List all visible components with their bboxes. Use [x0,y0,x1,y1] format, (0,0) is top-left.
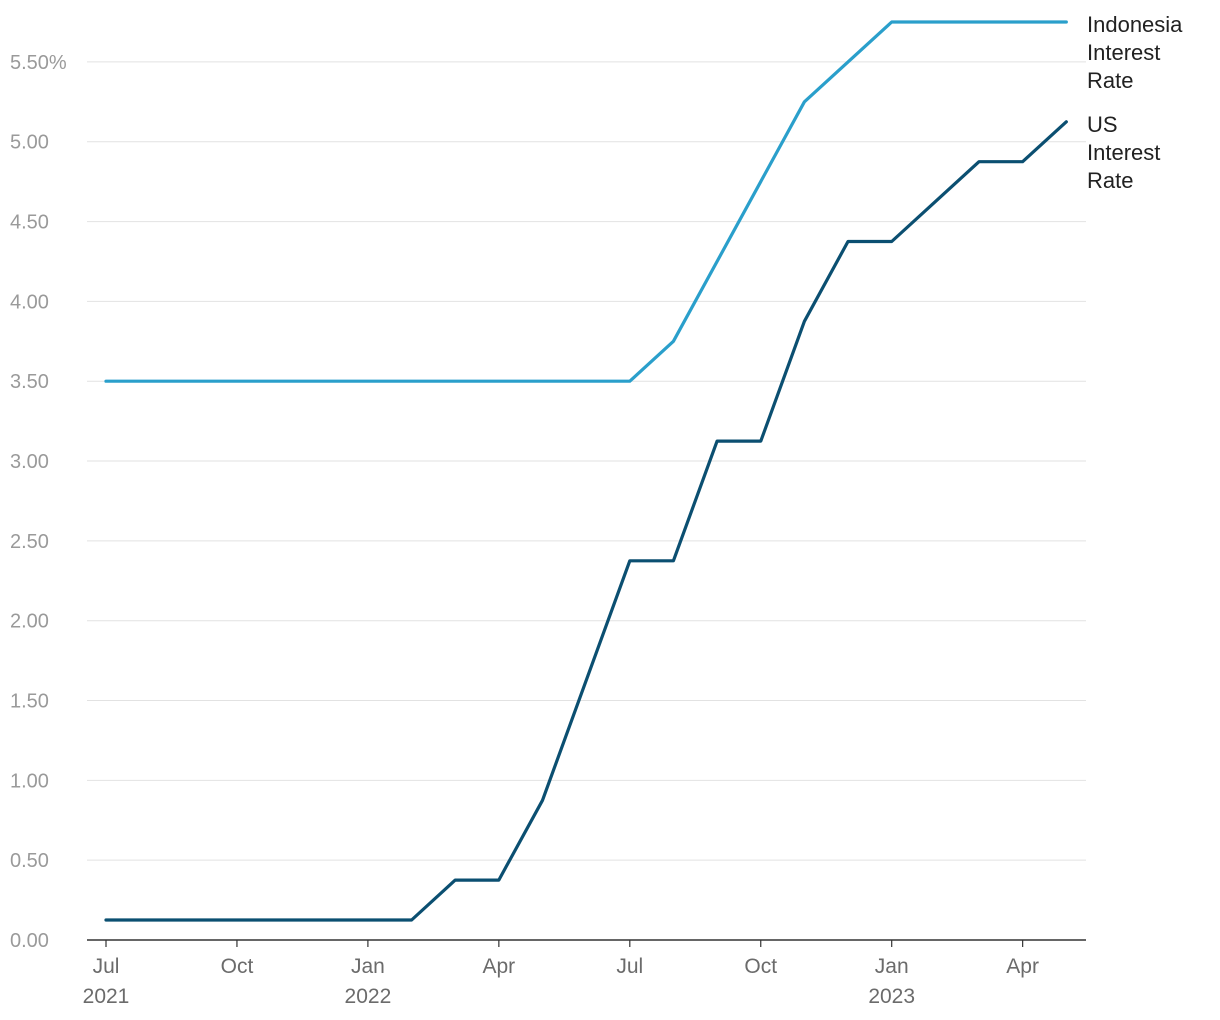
y-tick-label: 1.00 [10,770,49,792]
y-tick-label: 0.50 [10,850,49,872]
series-label: Indonesia Interest Rate [1087,12,1183,93]
x-tick-year-label: 2021 [83,985,130,1008]
series-label-line: Indonesia [1087,12,1183,37]
series-label: US Interest Rate [1087,112,1160,193]
x-tick-label: Jan [351,955,385,978]
y-tick-label: 1.50 [10,691,49,713]
series-line-us [104,120,1068,922]
x-tick-label: Oct [221,955,254,978]
series-label-line: Rate [1087,68,1133,93]
x-tick-label: Jan [875,955,909,978]
y-tick-label: 2.50 [10,531,49,553]
series-labels: Indonesia Interest Rate US Interest Rate [1087,12,1183,193]
y-tick-label: 4.00 [10,291,49,313]
y-tick-label: 4.50 [10,212,49,234]
x-tick-label: Apr [1006,955,1039,978]
x-tick-year-label: 2022 [345,985,392,1008]
series-line-indonesia [104,20,1068,383]
y-tick-label: 5.50% [10,52,67,74]
series-label-line: Rate [1087,168,1133,193]
x-tick-label: Jul [93,955,120,978]
y-axis-ticks: 0.00 0.50 1.00 1.50 2.00 2.50 3.00 3.50 4.00 4.50… [10,52,67,952]
series-label-line: US [1087,112,1118,137]
series-label-line: Interest [1087,40,1160,65]
y-tick-label: 5.00 [10,132,49,154]
x-tick-year-label: 2023 [868,985,915,1008]
x-axis-ticks: Jul 2021 Oct Jan 2022 Apr Jul Oct Jan 2023 Apr [83,940,1039,1008]
y-tick-label: 0.00 [10,930,49,952]
x-tick-label: Apr [483,955,516,978]
x-tick-label: Jul [616,955,643,978]
series-lines [104,20,1068,922]
gridlines [87,61,1086,861]
y-tick-label: 3.50 [10,371,49,393]
x-tick-label: Oct [744,955,777,978]
series-label-line: Interest [1087,140,1160,165]
y-tick-label: 3.00 [10,451,49,473]
y-tick-label: 2.00 [10,611,49,633]
